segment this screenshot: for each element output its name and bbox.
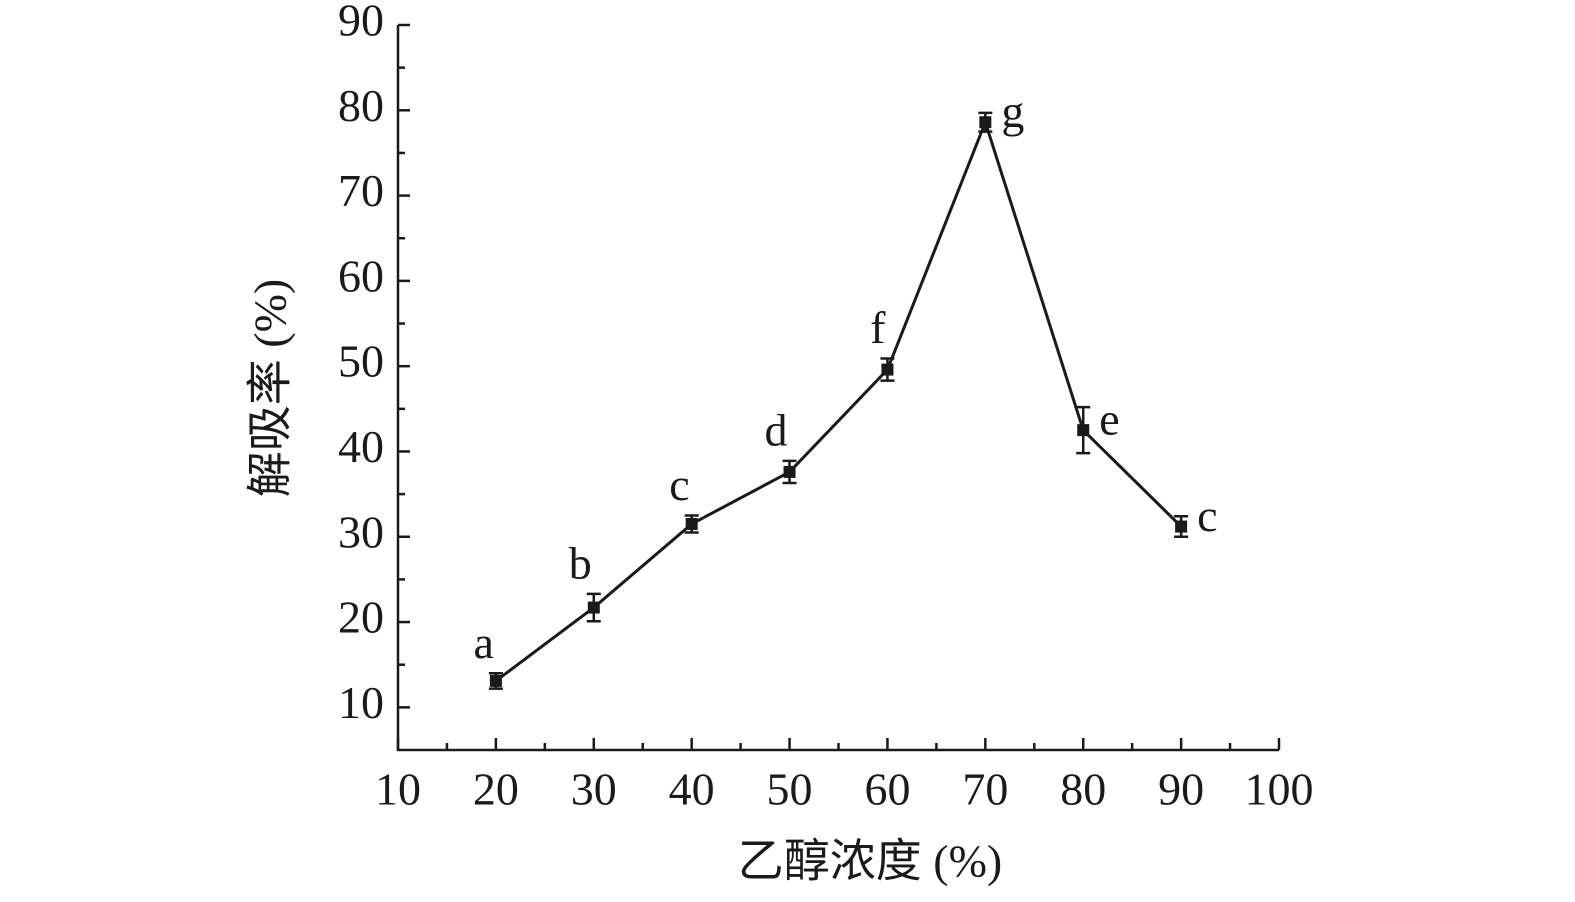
y-tick-label: 60 [338,250,384,301]
significance-letter: d [765,404,788,455]
data-point [489,674,502,687]
y-tick-label: 80 [338,80,384,131]
y-tick-label: 90 [338,0,384,46]
data-point [1175,520,1188,533]
data-line [494,117,1183,683]
data-point [979,116,992,129]
x-tick-label: 10 [375,764,421,815]
significance-letter: c [669,459,689,510]
x-axis-label: 乙醇浓度 (%) [738,836,1002,887]
y-tick-label: 40 [338,421,384,472]
x-tick-label: 90 [1158,764,1204,815]
data-point [587,601,600,614]
y-tick-label: 20 [338,592,384,643]
x-tick-label: 40 [669,764,715,815]
x-tick-label: 100 [1245,764,1314,815]
significance-letter: f [870,302,886,353]
data-point [1077,424,1090,437]
data-point [881,363,894,376]
x-tick-label: 60 [864,764,910,815]
x-tick-label: 20 [473,764,519,815]
x-tick-label: 70 [962,764,1008,815]
y-tick-label: 50 [338,336,384,387]
y-tick-label: 70 [338,165,384,216]
significance-letter: c [1197,490,1217,541]
significance-letter: b [569,537,592,588]
significance-letter: e [1099,394,1119,445]
y-tick-label: 30 [338,506,384,557]
x-tick-label: 30 [571,764,617,815]
data-point [685,517,698,530]
x-tick-label: 50 [767,764,813,815]
significance-letter: a [473,617,493,668]
y-axis-label: 解吸率 (%) [245,279,296,497]
x-tick-label: 80 [1060,764,1106,815]
significance-letter: g [1001,86,1024,137]
y-tick-label: 10 [338,677,384,728]
data-point [783,465,796,478]
